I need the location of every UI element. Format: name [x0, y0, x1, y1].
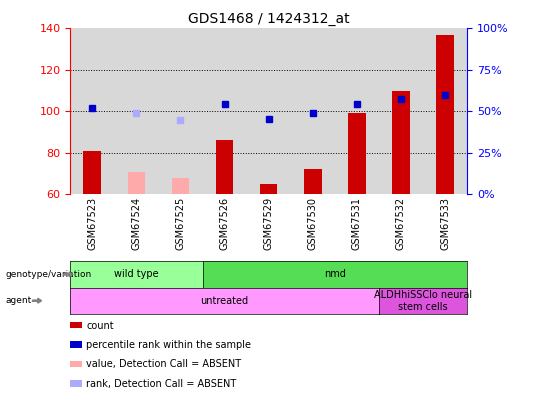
Title: GDS1468 / 1424312_at: GDS1468 / 1424312_at	[188, 12, 349, 26]
Bar	[423, 28, 467, 194]
Bar	[202, 28, 247, 194]
Text: genotype/variation: genotype/variation	[5, 270, 92, 279]
Bar	[260, 184, 278, 194]
Text: ALDHhiSSClo neural
stem cells: ALDHhiSSClo neural stem cells	[374, 290, 472, 311]
Bar	[114, 28, 158, 194]
Bar	[127, 172, 145, 194]
Bar	[83, 151, 101, 194]
Bar	[247, 28, 291, 194]
Bar	[392, 91, 410, 194]
Bar	[158, 28, 202, 194]
Bar	[348, 113, 366, 194]
Bar	[172, 178, 190, 194]
Bar	[304, 169, 322, 194]
Text: rank, Detection Call = ABSENT: rank, Detection Call = ABSENT	[86, 379, 237, 389]
Text: agent: agent	[5, 296, 32, 305]
Bar	[335, 28, 379, 194]
Bar	[216, 141, 233, 194]
Text: nmd: nmd	[324, 269, 346, 279]
Text: untreated: untreated	[200, 296, 248, 306]
Bar	[379, 28, 423, 194]
Text: wild type: wild type	[114, 269, 159, 279]
Text: value, Detection Call = ABSENT: value, Detection Call = ABSENT	[86, 360, 241, 369]
Bar	[70, 28, 114, 194]
Bar	[436, 34, 454, 194]
Text: count: count	[86, 321, 114, 330]
Bar	[291, 28, 335, 194]
Text: percentile rank within the sample: percentile rank within the sample	[86, 340, 252, 350]
